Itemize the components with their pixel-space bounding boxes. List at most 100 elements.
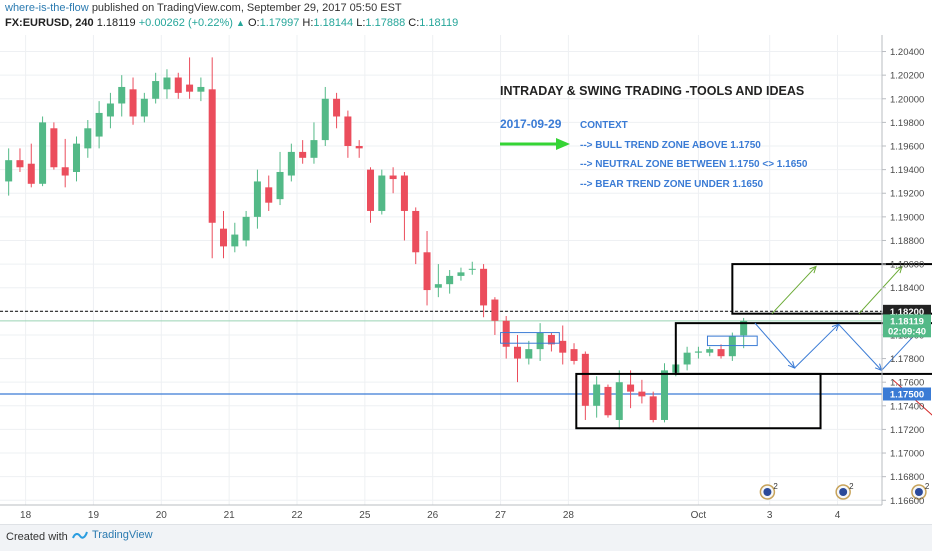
candle-body: [389, 175, 397, 180]
flag-icon: [839, 488, 848, 496]
open-label: O:: [247, 17, 260, 29]
event-count-label: 2: [925, 482, 930, 491]
candle-body: [604, 386, 612, 416]
time-tick-label: 18: [20, 510, 32, 521]
candle-body: [16, 160, 24, 168]
candle-body: [502, 320, 510, 347]
annotation-line2: --> NEUTRAL ZONE BETWEEN 1.1750 <> 1.165…: [580, 159, 808, 170]
price-tick-label: 1.20000: [890, 94, 924, 105]
candle-body: [84, 128, 92, 149]
price-tick-label: 1.19600: [890, 142, 924, 153]
candle-body: [740, 320, 748, 336]
footer-bar: Created with TradingView: [0, 524, 932, 551]
time-tick-label: 4: [835, 510, 841, 521]
time-tick-label: 27: [495, 510, 507, 521]
up-triangle-icon: ▲: [235, 18, 245, 28]
arrow-head-icon: [895, 265, 903, 274]
high-label: H:: [302, 17, 314, 29]
annotation-line1: --> BULL TREND ZONE ABOVE 1.1750: [580, 140, 761, 151]
event-count-label: 2: [849, 482, 854, 491]
candle-body: [276, 171, 284, 200]
author-link[interactable]: where-is-the-flow: [5, 2, 89, 14]
candle-body: [163, 77, 171, 90]
time-tick-label: 22: [291, 510, 303, 521]
ohlc-legend: FX:EURUSD, 240 1.18119 +0.00262 (+0.22%)…: [5, 17, 458, 29]
horizontal-lines: [0, 310, 882, 395]
price-tick-label: 1.18400: [890, 283, 924, 294]
candle-body: [152, 81, 160, 99]
annotation-title: INTRADAY & SWING TRADING -TOOLS AND IDEA…: [500, 84, 804, 98]
candle-body: [61, 167, 69, 176]
price-tick-label: 1.19400: [890, 165, 924, 176]
time-tick-label: Oct: [691, 510, 707, 521]
candle-body: [627, 384, 635, 392]
annotation-date: 2017-09-29: [500, 117, 562, 131]
candle-body: [242, 216, 250, 241]
low-label: L:: [356, 17, 366, 29]
tradingview-link[interactable]: TradingView: [72, 529, 153, 541]
zone-box: [706, 335, 758, 347]
zone-box: [500, 332, 560, 344]
candle-body: [434, 284, 442, 288]
event-count-label: 2: [773, 482, 778, 491]
flag-icon: [763, 488, 772, 496]
publish-line: where-is-the-flow published on TradingVi…: [5, 2, 402, 14]
candle-body: [129, 89, 137, 117]
price-tick-label: 1.18600: [890, 260, 924, 271]
candles: [5, 57, 748, 430]
zone-box: [731, 263, 932, 315]
tradingview-logo-icon: [72, 531, 88, 539]
symbol-label: FX:EURUSD, 240: [5, 17, 94, 29]
price-tick-label: 1.19200: [890, 189, 924, 200]
candle-body: [27, 163, 35, 184]
projection-ray: [794, 323, 839, 369]
high-value: 1.18144: [313, 17, 354, 29]
candle-body: [310, 140, 318, 158]
candle-body: [366, 169, 375, 211]
candle-body: [559, 340, 567, 353]
green-arrow-icon: [500, 138, 570, 150]
candle-body: [174, 77, 182, 93]
candle-body: [265, 187, 273, 203]
candle-body: [231, 234, 239, 247]
candle-body: [660, 370, 669, 420]
time-tick-label: 26: [427, 510, 439, 521]
close-label: C:: [408, 17, 420, 29]
candle-body: [547, 334, 555, 345]
candle-body: [536, 332, 544, 350]
candle-body: [219, 228, 228, 247]
candle-body: [581, 353, 589, 406]
time-axis[interactable]: 18 19 20 21 22 25 26 27 28 Oct 3 4: [20, 510, 841, 521]
price-tick-label: 1.20400: [890, 47, 924, 58]
candle-body: [457, 272, 465, 276]
price-label-box: [883, 324, 931, 338]
candle-body: [186, 84, 194, 92]
price-tick-label: 1.18800: [890, 236, 924, 247]
price-tick-label: 1.16600: [890, 496, 924, 507]
candle-body: [299, 151, 307, 158]
candle-body: [400, 175, 408, 211]
candle-body: [39, 122, 47, 184]
candle-body: [253, 181, 261, 217]
candle-body: [491, 299, 499, 321]
annotation-line3: --> BEAR TREND ZONE UNDER 1.1650: [580, 179, 764, 190]
candle-body: [50, 128, 58, 168]
candle-body: [423, 252, 431, 291]
open-value: 1.17997: [259, 17, 300, 29]
last-price: 1.18119: [96, 17, 136, 29]
created-with-text: Created with: [6, 531, 68, 543]
chart-canvas[interactable]: 222222 INTRADAY & SWING TRADING -TOOLS A…: [0, 0, 932, 524]
candle-body: [728, 336, 736, 357]
chart-background: [0, 0, 932, 524]
price-tick-label: 1.19000: [890, 212, 924, 223]
price-label-text: 1.18200: [890, 307, 924, 318]
published-text: published on TradingView.com, September …: [91, 2, 402, 14]
arrow-head-icon: [809, 265, 817, 274]
candle-body: [355, 146, 363, 149]
candle-body: [378, 175, 386, 211]
candle-body: [95, 112, 103, 137]
candle-body: [717, 349, 725, 357]
candle-body: [321, 98, 329, 141]
price-label-box: [883, 314, 931, 328]
price-label-text: 1.17500: [890, 389, 924, 400]
